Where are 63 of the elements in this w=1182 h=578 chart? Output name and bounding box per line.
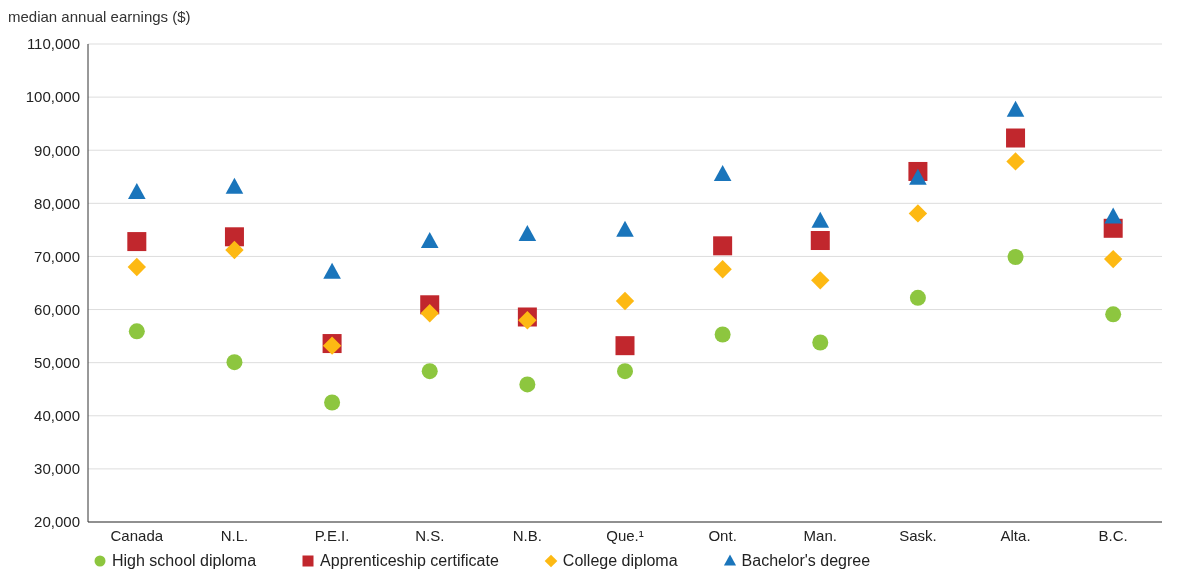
y-tick-label: 80,000 — [34, 194, 80, 212]
point — [420, 304, 439, 323]
x-tick-label: Canada — [110, 526, 164, 544]
x-tick-label: P.E.I. — [314, 526, 350, 544]
y-tick-label: 20,000 — [34, 513, 80, 531]
y-axis-title: median annual earnings ($) — [8, 8, 192, 27]
point — [713, 259, 732, 279]
point — [615, 291, 635, 311]
legend-label: Bachelor's degree — [740, 552, 871, 570]
x-tick-label: Man. — [803, 526, 837, 544]
point — [811, 211, 830, 228]
legend-label: Apprenticeship certificate — [319, 552, 499, 570]
legend-label: High school diploma — [111, 552, 257, 570]
point — [616, 220, 634, 237]
y-tick-label: 70,000 — [34, 247, 80, 265]
point — [811, 271, 830, 290]
point — [812, 334, 829, 351]
y-tick-label: 30,000 — [34, 460, 80, 478]
point — [128, 323, 145, 340]
point — [713, 165, 732, 182]
point — [908, 204, 928, 223]
point — [225, 240, 244, 260]
point — [713, 236, 733, 256]
y-tick-label: 50,000 — [34, 353, 80, 371]
point — [1105, 306, 1122, 323]
point — [615, 336, 635, 356]
point — [127, 257, 147, 277]
point — [127, 232, 147, 252]
point — [1006, 128, 1026, 148]
y-tick-label: 40,000 — [34, 407, 80, 425]
x-tick-label: Ont. — [708, 526, 737, 544]
x-tick-label: B.C. — [1098, 526, 1128, 544]
point — [518, 225, 537, 242]
point — [225, 177, 244, 194]
x-tick-label: N.S. — [415, 526, 445, 544]
y-tick-label: 100,000 — [25, 88, 80, 106]
point — [909, 168, 927, 185]
point — [519, 376, 536, 393]
point — [324, 394, 341, 411]
point — [1006, 100, 1025, 117]
y-tick-label: 60,000 — [34, 300, 80, 318]
x-tick-label: N.B. — [512, 526, 542, 544]
point — [714, 326, 731, 343]
x-tick-label: N.L. — [220, 526, 249, 544]
point — [323, 262, 341, 279]
x-tick-label: Alta. — [1000, 526, 1031, 544]
x-tick-label: Que.¹ — [606, 526, 644, 544]
point — [226, 354, 243, 371]
y-tick-label: 90,000 — [34, 141, 80, 159]
point — [909, 289, 926, 306]
point — [617, 363, 633, 380]
y-tick-label: 110,000 — [26, 35, 80, 53]
point — [810, 231, 830, 251]
legend-label: College diploma — [561, 552, 678, 570]
point — [1104, 207, 1122, 224]
point — [421, 363, 438, 380]
point — [1103, 249, 1123, 269]
point — [1007, 248, 1024, 265]
point — [420, 231, 439, 248]
point — [224, 227, 244, 247]
x-tick-label: Sask. — [899, 526, 937, 544]
point — [128, 183, 146, 200]
point — [1006, 152, 1025, 171]
